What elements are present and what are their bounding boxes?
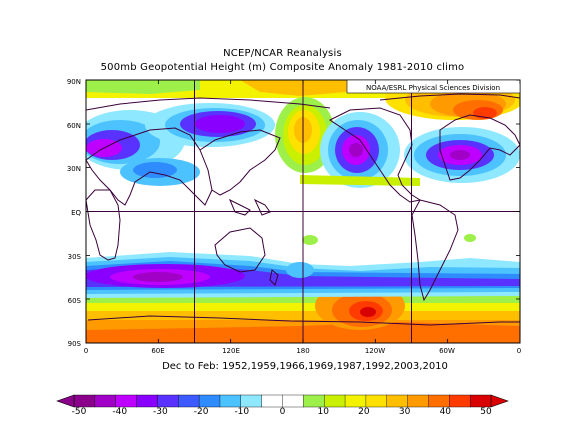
colorbar-cell (73, 394, 96, 408)
colorbar-cell (365, 394, 388, 408)
lat-label-30s: 30S (68, 253, 82, 261)
colorbar-cell (219, 394, 242, 408)
colorbar-tick-label: 10 (317, 407, 329, 417)
lat-label-30n: 30N (67, 165, 81, 173)
colorbar-cell (449, 394, 471, 408)
lat-label-60n: 60N (67, 122, 81, 130)
colorbar-cell (136, 394, 158, 408)
colorbar-cell (324, 394, 346, 408)
lon-label-60e: 60E (151, 347, 164, 355)
colorbar-cell (198, 394, 221, 408)
colorbar-cell (94, 394, 117, 408)
lon-label-120e: 120E (222, 347, 240, 355)
colorbar-cell (115, 394, 138, 408)
credit-text: NOAA/ESRL Physical Sciences Division (366, 84, 500, 92)
colorbar-cell (157, 394, 179, 408)
colorbar-cells (73, 394, 492, 408)
colorbar-tick-label: -40 (112, 407, 127, 417)
colorbar-cell (407, 394, 429, 408)
colorbar-high-arrow (490, 394, 509, 408)
chart-title-line-1: NCEP/NCAR Reanalysis (223, 48, 342, 59)
grid-lines (86, 80, 520, 343)
credit-box (346, 79, 521, 94)
lon-label-0-end: 0 (517, 347, 521, 355)
lon-label-180: 180 (296, 347, 309, 355)
chart-title-line-2: 500mb Geopotential Height (m) Composite … (100, 62, 465, 73)
colorbar-cell (469, 394, 492, 408)
colorbar-tick-label: 20 (358, 407, 370, 417)
colorbar-cell (428, 394, 450, 408)
composite-years: Dec to Feb: 1952,1959,1966,1969,1987,199… (162, 361, 448, 372)
colorbar-low-arrow (56, 394, 75, 408)
colorbar-tick-label: 50 (480, 407, 492, 417)
colorbar-cell (178, 394, 200, 408)
colorbar-cell (282, 394, 304, 408)
colorbar-tick-label: -50 (72, 407, 87, 417)
lat-label-eq: EQ (71, 209, 81, 217)
colorbar-tick-label: -30 (153, 407, 168, 417)
colorbar-tick-label: 30 (399, 407, 411, 417)
colorbar-cell (386, 394, 409, 408)
colorbar-tick-label: -10 (234, 407, 249, 417)
axis-labels: 90N 60N 30N EQ 30S 60S 90S 0 60E 120E 18… (67, 78, 521, 355)
colorbar-tick-label: 40 (440, 407, 452, 417)
lon-label-120w: 120W (365, 347, 385, 355)
colorbar-cell (344, 394, 367, 408)
lon-label-0: 0 (84, 347, 88, 355)
lon-label-60w: 60W (439, 347, 455, 355)
lat-label-90n: 90N (67, 78, 81, 86)
colorbar-tick-labels: -50 -40 -30 -20 -10 0 10 20 30 40 50 (72, 407, 492, 417)
lat-label-60s: 60S (68, 297, 82, 305)
colorbar-cell (261, 394, 283, 408)
colorbar-tick-label: -20 (194, 407, 209, 417)
colorbar-cell (240, 394, 263, 408)
colorbar-cell (303, 394, 325, 408)
lat-label-90s: 90S (68, 340, 82, 348)
axis-ticks (85, 79, 521, 344)
colorbar-tick-label: 0 (280, 407, 286, 417)
